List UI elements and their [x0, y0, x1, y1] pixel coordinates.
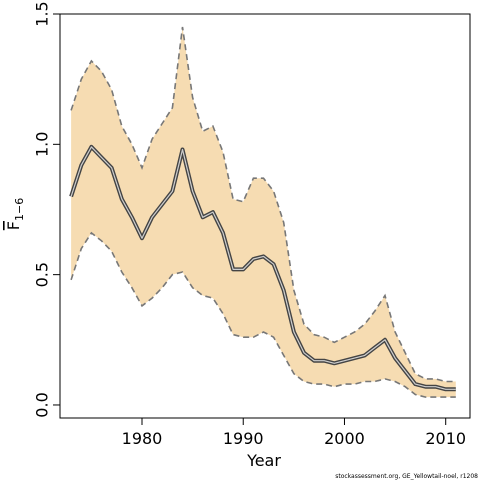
confidence-band	[71, 27, 456, 398]
y-tick-label-0.5: 0.5	[33, 262, 52, 287]
x-axis: 1980 1990 2000 2010	[122, 417, 466, 448]
series-line-estimate-core	[70, 146, 456, 390]
x-tick-label-1980: 1980	[122, 429, 163, 448]
x-tick-label-1990: 1990	[223, 429, 264, 448]
x-tick-label-2000: 2000	[324, 429, 365, 448]
y-axis-label-sub: 1−6	[13, 198, 26, 221]
y-axis-label: F1−6	[4, 198, 26, 230]
x-tick-label-2010: 2010	[425, 429, 466, 448]
svg-text:F1−6: F1−6	[4, 198, 26, 230]
series-line-lower	[70, 231, 456, 398]
y-tick-label-1.5: 1.5	[33, 1, 52, 26]
y-axis-label-main: F	[4, 221, 23, 230]
series-line-upper	[70, 26, 456, 383]
y-tick-label-0.0: 0.0	[33, 392, 52, 417]
x-axis-label: Year	[246, 451, 281, 470]
credit-text: stockassessment.org, GE_Yellowtail-noel,…	[335, 473, 478, 480]
confidence-bound-lines	[70, 26, 456, 398]
estimate-lines	[69, 144, 456, 392]
y-axis: 0.0 0.5 1.0 1.5	[33, 1, 61, 418]
y-tick-label-1.0: 1.0	[33, 132, 52, 157]
